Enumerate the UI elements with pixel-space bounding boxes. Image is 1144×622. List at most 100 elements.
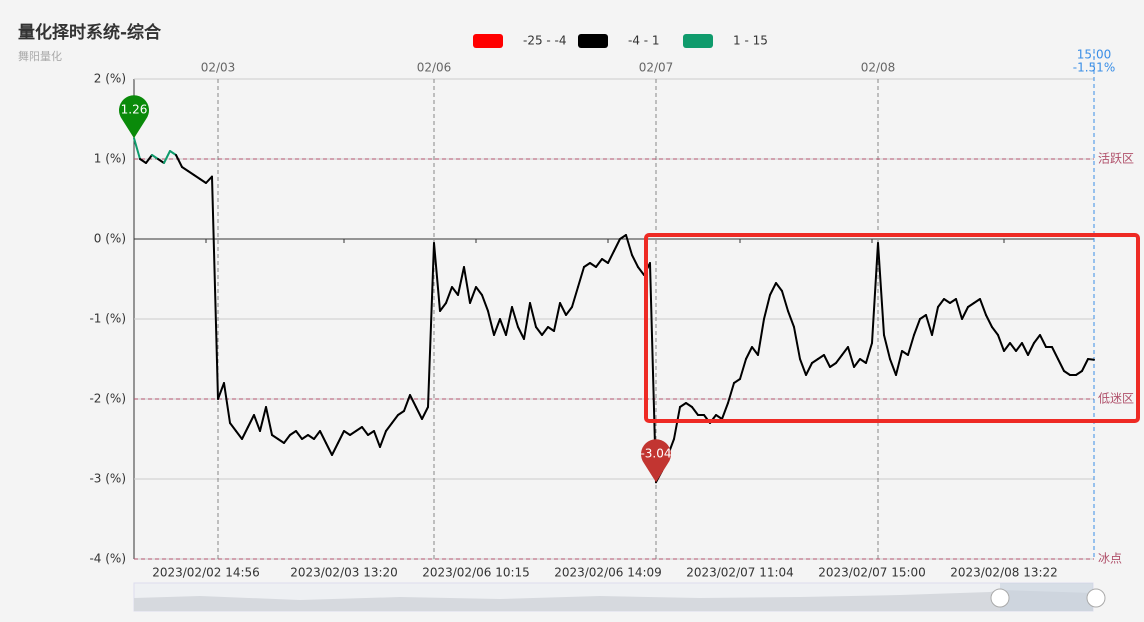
line-segment xyxy=(493,318,501,336)
line-segment xyxy=(589,262,597,268)
line-segment xyxy=(913,318,921,336)
y-tick-label: -1 (%) xyxy=(89,312,126,326)
line-segment xyxy=(967,302,975,308)
line-segment xyxy=(901,350,909,356)
line-segment xyxy=(229,422,237,432)
x-tick-label: 2023/02/07 11:04 xyxy=(686,566,794,580)
mark-line-label: 冰点 xyxy=(1098,552,1122,566)
line-segment xyxy=(205,175,213,184)
legend-label: -25 - -4 xyxy=(523,34,567,48)
line-segment xyxy=(601,258,609,264)
line-segment xyxy=(379,430,387,448)
line-segment xyxy=(943,298,951,304)
line-segment xyxy=(727,382,735,404)
line-segment xyxy=(817,354,825,360)
line-segment xyxy=(529,302,537,328)
line-segment xyxy=(541,326,549,336)
line-segment xyxy=(253,414,261,432)
line-segment xyxy=(775,282,783,292)
day-label: 02/08 xyxy=(861,61,896,75)
line-segment xyxy=(145,154,153,164)
line-segment xyxy=(937,298,945,308)
line-segment xyxy=(607,250,615,264)
line-segment xyxy=(169,150,177,156)
highlight-box xyxy=(644,233,1140,423)
line-segment xyxy=(181,166,189,172)
line-segment xyxy=(961,306,969,320)
line-segment xyxy=(319,430,327,444)
line-segment xyxy=(295,430,303,440)
end-value-label: -1.51% xyxy=(1073,61,1115,75)
day-label: 02/06 xyxy=(417,61,452,75)
legend-swatch xyxy=(683,34,713,48)
line-segment xyxy=(163,150,171,164)
line-segment xyxy=(847,346,855,368)
line-segment xyxy=(271,434,279,440)
line-segment xyxy=(193,174,201,180)
line-segment xyxy=(133,137,141,160)
line-segment xyxy=(571,286,579,308)
line-segment xyxy=(805,362,813,376)
end-time-label: 15:00 xyxy=(1077,48,1112,62)
line-segment xyxy=(859,358,867,364)
line-segment xyxy=(553,302,561,332)
line-segment xyxy=(1009,342,1017,352)
legend-swatch xyxy=(578,34,608,48)
line-segment xyxy=(385,422,393,432)
line-segment xyxy=(343,430,351,436)
line-segment xyxy=(721,402,729,420)
y-tick-label: -4 (%) xyxy=(89,552,126,566)
line-segment xyxy=(955,298,963,320)
line-segment xyxy=(979,298,987,316)
legend-label: 1 - 15 xyxy=(733,34,768,48)
line-segment xyxy=(871,242,879,344)
data-zoom-slider[interactable] xyxy=(133,582,1106,612)
line-segment xyxy=(757,318,765,356)
legend-label: -4 - 1 xyxy=(628,34,660,48)
line-segment xyxy=(523,302,531,340)
line-segment xyxy=(457,266,465,296)
pin-label: -3.04 xyxy=(640,447,671,461)
line-segment xyxy=(307,434,315,440)
line-segment xyxy=(781,290,789,312)
line-segment xyxy=(1015,342,1023,352)
line-segment xyxy=(811,358,819,364)
line-segment xyxy=(1051,346,1059,360)
line-segment xyxy=(739,358,747,380)
line-segment xyxy=(925,314,933,336)
y-tick-label: -3 (%) xyxy=(89,472,126,486)
slider-handle[interactable] xyxy=(990,588,1010,608)
line-segment xyxy=(175,154,183,168)
slider-handle[interactable] xyxy=(1086,588,1106,608)
line-segment xyxy=(1075,370,1083,376)
line-segment xyxy=(769,282,777,296)
line-segment xyxy=(1057,358,1065,372)
line-segment xyxy=(199,178,207,184)
line-segment xyxy=(751,346,759,356)
slider-window xyxy=(1000,583,1093,611)
x-tick-label: 2023/02/02 14:56 xyxy=(152,566,260,580)
y-tick-label: 2 (%) xyxy=(94,72,126,86)
x-tick-label: 2023/02/07 15:00 xyxy=(818,566,926,580)
line-segment xyxy=(763,294,771,320)
pin-label: 1.26 xyxy=(121,103,148,117)
line-segment xyxy=(733,378,741,384)
line-segment xyxy=(499,318,507,336)
line-segment xyxy=(931,306,939,336)
x-tick-label: 2023/02/03 13:20 xyxy=(290,566,398,580)
line-segment xyxy=(241,426,249,440)
pin xyxy=(119,95,150,139)
line-segment xyxy=(625,234,633,256)
line-segment xyxy=(403,394,411,412)
line-segment xyxy=(277,438,285,444)
line-segment xyxy=(139,158,147,164)
line-segment xyxy=(211,175,219,400)
line-segment xyxy=(583,262,591,268)
line-segment xyxy=(1021,342,1029,356)
chart-title: 量化择时系统-综合 xyxy=(18,22,162,43)
line-segment xyxy=(595,258,603,268)
line-segment xyxy=(715,414,723,420)
line-segment xyxy=(1027,342,1035,356)
line-segment xyxy=(439,302,447,312)
